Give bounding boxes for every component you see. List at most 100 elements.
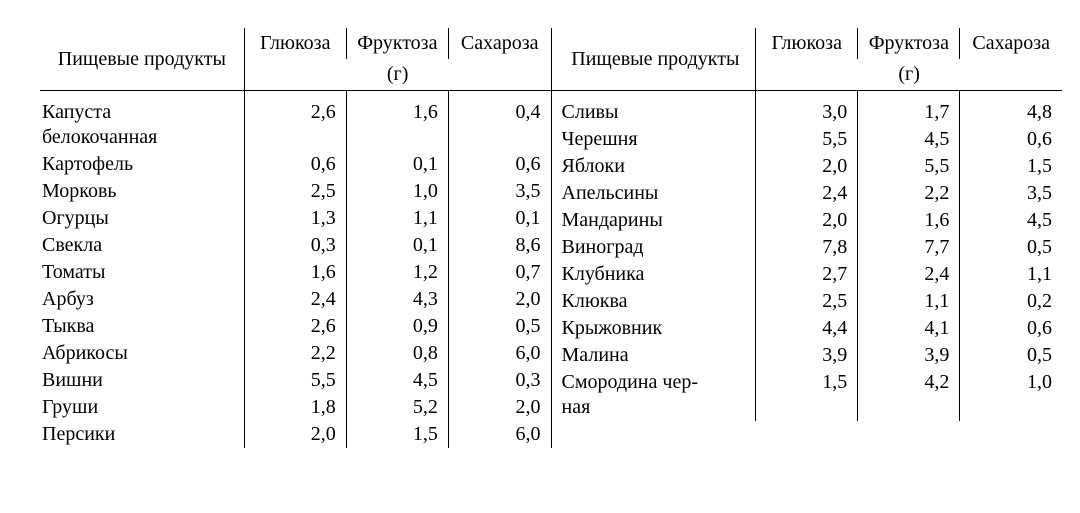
glucose-value: 3,0 bbox=[756, 99, 858, 126]
glucose-value: 4,4 bbox=[756, 315, 858, 342]
glucose-value: 0,6 bbox=[244, 151, 346, 178]
right-tbody: Сливы3,01,74,8Черешня5,54,50,6Яблоки2,05… bbox=[552, 99, 1063, 421]
fructose-value: 1,6 bbox=[346, 99, 448, 151]
glucose-value: 7,8 bbox=[756, 234, 858, 261]
product-name: Персики bbox=[40, 421, 244, 448]
table-row: Сливы3,01,74,8 bbox=[552, 99, 1063, 126]
product-name: Тыква bbox=[40, 313, 244, 340]
left-half: Пищевые продукты Глюкоза Фруктоза Сахаро… bbox=[40, 28, 551, 448]
product-name: Морковь bbox=[40, 178, 244, 205]
table-row: Смородина чер- ная1,54,21,0 bbox=[552, 369, 1063, 421]
product-name: Мандарины bbox=[552, 207, 756, 234]
table-row: Груши1,85,22,0 bbox=[40, 394, 551, 421]
table-row: Мандарины2,01,64,5 bbox=[552, 207, 1063, 234]
fructose-value: 5,2 bbox=[346, 394, 448, 421]
product-name: Вишни bbox=[40, 367, 244, 394]
fructose-value: 1,5 bbox=[346, 421, 448, 448]
right-thead: Пищевые продукты Глюкоза Фруктоза Сахаро… bbox=[552, 28, 1063, 99]
col-header-sucrose: Сахароза bbox=[448, 28, 550, 59]
fructose-value: 2,2 bbox=[858, 180, 960, 207]
glucose-value: 1,5 bbox=[756, 369, 858, 421]
sucrose-value: 6,0 bbox=[448, 340, 550, 367]
table-row: Вишни5,54,50,3 bbox=[40, 367, 551, 394]
product-name: Черешня bbox=[552, 126, 756, 153]
sucrose-value: 3,5 bbox=[448, 178, 550, 205]
sucrose-value: 2,0 bbox=[448, 286, 550, 313]
product-name: Яблоки bbox=[552, 153, 756, 180]
glucose-value: 2,4 bbox=[244, 286, 346, 313]
fructose-value: 7,7 bbox=[858, 234, 960, 261]
fructose-value: 0,1 bbox=[346, 151, 448, 178]
col-header-product: Пищевые продукты bbox=[552, 28, 756, 91]
sucrose-value: 6,0 bbox=[448, 421, 550, 448]
sucrose-value: 0,6 bbox=[960, 315, 1062, 342]
glucose-value: 2,0 bbox=[244, 421, 346, 448]
table-row: Черешня5,54,50,6 bbox=[552, 126, 1063, 153]
fructose-value: 1,1 bbox=[858, 288, 960, 315]
product-name: Свекла bbox=[40, 232, 244, 259]
sucrose-value: 0,3 bbox=[448, 367, 550, 394]
table-row: Картофель0,60,10,6 bbox=[40, 151, 551, 178]
col-header-glucose: Глюкоза bbox=[756, 28, 858, 59]
table-row: Огурцы1,31,10,1 bbox=[40, 205, 551, 232]
product-name: Огурцы bbox=[40, 205, 244, 232]
twin-table-wrap: Пищевые продукты Глюкоза Фруктоза Сахаро… bbox=[40, 28, 1062, 448]
sucrose-value: 0,5 bbox=[960, 234, 1062, 261]
glucose-value: 0,3 bbox=[244, 232, 346, 259]
glucose-value: 2,0 bbox=[756, 153, 858, 180]
product-name: Картофель bbox=[40, 151, 244, 178]
fructose-value: 1,6 bbox=[858, 207, 960, 234]
sucrose-value: 0,4 bbox=[448, 99, 550, 151]
col-header-sucrose: Сахароза bbox=[960, 28, 1062, 59]
sucrose-value: 0,1 bbox=[448, 205, 550, 232]
product-name: Абрикосы bbox=[40, 340, 244, 367]
sucrose-value: 4,5 bbox=[960, 207, 1062, 234]
sucrose-value: 4,8 bbox=[960, 99, 1062, 126]
product-name: Крыжовник bbox=[552, 315, 756, 342]
fructose-value: 0,8 bbox=[346, 340, 448, 367]
table-row: Малина3,93,90,5 bbox=[552, 342, 1063, 369]
fructose-value: 0,9 bbox=[346, 313, 448, 340]
left-thead: Пищевые продукты Глюкоза Фруктоза Сахаро… bbox=[40, 28, 551, 99]
table-row: Крыжовник4,44,10,6 bbox=[552, 315, 1063, 342]
col-header-fructose: Фруктоза bbox=[858, 28, 960, 59]
product-name: Груши bbox=[40, 394, 244, 421]
fructose-value: 2,4 bbox=[858, 261, 960, 288]
fructose-value: 1,7 bbox=[858, 99, 960, 126]
table-row: Абрикосы2,20,86,0 bbox=[40, 340, 551, 367]
table-row: Виноград7,87,70,5 bbox=[552, 234, 1063, 261]
sucrose-value: 0,6 bbox=[960, 126, 1062, 153]
glucose-value: 5,5 bbox=[756, 126, 858, 153]
product-name: Капуста белокочанная bbox=[40, 99, 244, 151]
product-name: Арбуз bbox=[40, 286, 244, 313]
table-row: Апельсины2,42,23,5 bbox=[552, 180, 1063, 207]
product-name: Томаты bbox=[40, 259, 244, 286]
left-tbody: Капуста белокочанная2,61,60,4Картофель0,… bbox=[40, 99, 551, 448]
unit-label: (г) bbox=[244, 59, 550, 91]
sucrose-value: 0,5 bbox=[960, 342, 1062, 369]
product-name: Малина bbox=[552, 342, 756, 369]
fructose-value: 1,0 bbox=[346, 178, 448, 205]
product-name: Сливы bbox=[552, 99, 756, 126]
unit-label: (г) bbox=[756, 59, 1062, 91]
sucrose-value: 8,6 bbox=[448, 232, 550, 259]
sucrose-value: 1,1 bbox=[960, 261, 1062, 288]
fructose-value: 3,9 bbox=[858, 342, 960, 369]
table-row: Морковь2,51,03,5 bbox=[40, 178, 551, 205]
table-row: Тыква2,60,90,5 bbox=[40, 313, 551, 340]
right-half: Пищевые продукты Глюкоза Фруктоза Сахаро… bbox=[551, 28, 1063, 448]
glucose-value: 1,8 bbox=[244, 394, 346, 421]
fructose-value: 1,1 bbox=[346, 205, 448, 232]
table-row: Клубника2,72,41,1 bbox=[552, 261, 1063, 288]
fructose-value: 4,5 bbox=[346, 367, 448, 394]
sucrose-value: 0,7 bbox=[448, 259, 550, 286]
table-row: Яблоки2,05,51,5 bbox=[552, 153, 1063, 180]
glucose-value: 2,6 bbox=[244, 99, 346, 151]
sucrose-value: 1,5 bbox=[960, 153, 1062, 180]
fructose-value: 4,2 bbox=[858, 369, 960, 421]
col-header-fructose: Фруктоза bbox=[346, 28, 448, 59]
fructose-value: 4,1 bbox=[858, 315, 960, 342]
sucrose-value: 2,0 bbox=[448, 394, 550, 421]
glucose-value: 2,4 bbox=[756, 180, 858, 207]
fructose-value: 1,2 bbox=[346, 259, 448, 286]
